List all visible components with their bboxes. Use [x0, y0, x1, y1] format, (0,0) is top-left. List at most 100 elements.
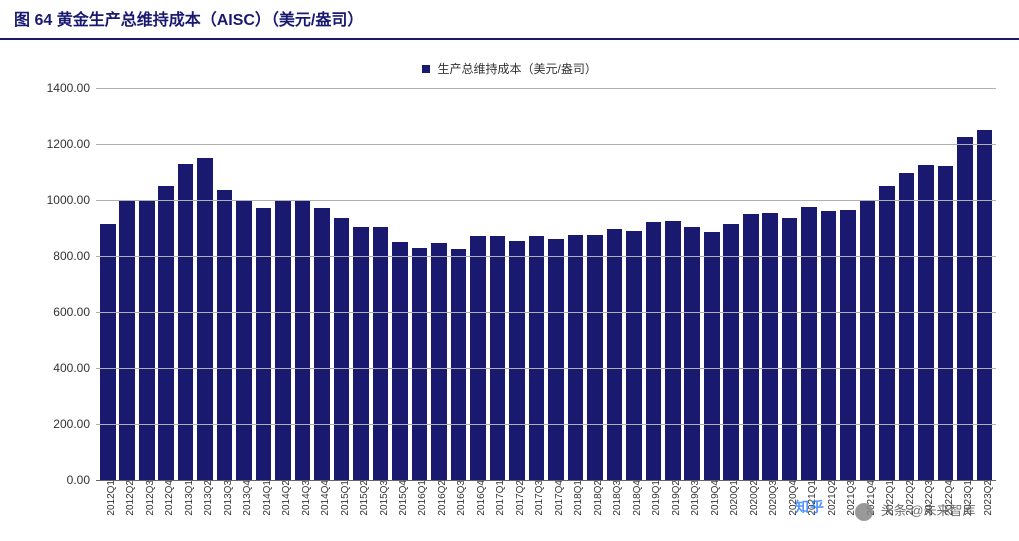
- bar: [256, 208, 272, 480]
- bar-slot: 2016Q4: [468, 88, 487, 480]
- bar: [957, 137, 973, 480]
- bar-slot: 2022Q1: [877, 88, 896, 480]
- bar: [412, 248, 428, 480]
- y-tick-label: 800.00: [53, 249, 96, 263]
- x-tick-label: 2023Q2: [981, 480, 994, 516]
- bar-slot: 2013Q4: [234, 88, 253, 480]
- bar-slot: 2022Q2: [897, 88, 916, 480]
- bar: [178, 164, 194, 480]
- bar: [100, 224, 116, 480]
- bar-slot: 2021Q3: [838, 88, 857, 480]
- bar: [197, 158, 213, 480]
- x-tick-label: 2016Q1: [415, 480, 428, 516]
- bar-slot: 2013Q3: [215, 88, 234, 480]
- bar: [860, 200, 876, 480]
- bar: [977, 130, 993, 480]
- bar-slot: 2013Q1: [176, 88, 195, 480]
- grid-line: [96, 368, 996, 369]
- watermark-handle: @未来智库: [910, 503, 975, 518]
- bar-slot: 2014Q4: [312, 88, 331, 480]
- bar-slot: 2014Q1: [254, 88, 273, 480]
- bar-slot: 2012Q1: [98, 88, 117, 480]
- y-tick-label: 200.00: [53, 417, 96, 431]
- bar-slot: 2015Q3: [371, 88, 390, 480]
- bar-slot: 2014Q3: [293, 88, 312, 480]
- bar: [607, 229, 623, 480]
- x-tick-label: 2020Q2: [747, 480, 760, 516]
- x-tick-label: 2017Q4: [552, 480, 565, 516]
- bar: [879, 186, 895, 480]
- x-tick-label: 2015Q4: [396, 480, 409, 516]
- bar: [431, 243, 447, 480]
- x-tick-label: 2017Q2: [513, 480, 526, 516]
- bar: [801, 207, 817, 480]
- bar-slot: 2013Q2: [195, 88, 214, 480]
- bar-slot: 2015Q4: [390, 88, 409, 480]
- bar-slot: 2021Q1: [799, 88, 818, 480]
- bar: [470, 236, 486, 480]
- avatar-icon: [855, 503, 873, 521]
- bar-slot: 2015Q1: [332, 88, 351, 480]
- x-tick-label: 2013Q3: [221, 480, 234, 516]
- x-tick-label: 2012Q2: [123, 480, 136, 516]
- bar-slot: 2012Q4: [156, 88, 175, 480]
- bar-slot: 2016Q2: [429, 88, 448, 480]
- x-tick-label: 2020Q3: [766, 480, 779, 516]
- chart-title: 图 64 黄金生产总维持成本（AISC）（美元/盎司）: [0, 0, 1019, 40]
- bar: [275, 201, 291, 480]
- x-tick-label: 2018Q2: [591, 480, 604, 516]
- bar-slot: 2022Q4: [936, 88, 955, 480]
- bar: [665, 221, 681, 480]
- bar-slot: 2017Q2: [507, 88, 526, 480]
- bar-slot: 2022Q3: [916, 88, 935, 480]
- x-tick-label: 2019Q1: [649, 480, 662, 516]
- grid-line: [96, 200, 996, 201]
- y-tick-label: 600.00: [53, 305, 96, 319]
- x-tick-label: 2020Q1: [727, 480, 740, 516]
- bar: [626, 231, 642, 480]
- grid-line: [96, 256, 996, 257]
- bar: [548, 239, 564, 480]
- bar: [684, 227, 700, 480]
- bar-slot: 2023Q1: [955, 88, 974, 480]
- bar-slot: 2015Q2: [351, 88, 370, 480]
- y-tick-label: 0.00: [67, 473, 96, 487]
- grid-line: [96, 424, 996, 425]
- x-tick-label: 2021Q2: [825, 480, 838, 516]
- bar-slot: 2018Q3: [605, 88, 624, 480]
- bar: [723, 224, 739, 480]
- x-tick-label: 2018Q1: [571, 480, 584, 516]
- x-tick-label: 2019Q2: [669, 480, 682, 516]
- x-tick-label: 2012Q1: [104, 480, 117, 516]
- bar: [158, 186, 174, 480]
- bar-slot: 2021Q4: [858, 88, 877, 480]
- bars-container: 2012Q12012Q22012Q32012Q42013Q12013Q22013…: [96, 88, 996, 480]
- bar: [840, 210, 856, 480]
- zhihu-watermark: 知乎: [795, 497, 825, 517]
- x-tick-label: 2018Q4: [630, 480, 643, 516]
- bar-slot: 2012Q2: [117, 88, 136, 480]
- bar: [938, 166, 954, 480]
- x-tick-label: 2016Q2: [435, 480, 448, 516]
- bar: [743, 214, 759, 480]
- bar-slot: 2023Q2: [975, 88, 994, 480]
- x-tick-label: 2013Q2: [201, 480, 214, 516]
- bar: [490, 236, 506, 480]
- x-tick-label: 2014Q4: [318, 480, 331, 516]
- bar-slot: 2016Q1: [410, 88, 429, 480]
- grid-line: [96, 480, 996, 481]
- bar-slot: 2020Q3: [760, 88, 779, 480]
- x-tick-label: 2014Q1: [260, 480, 273, 516]
- bar: [314, 208, 330, 480]
- bar: [295, 201, 311, 480]
- bar-slot: 2020Q1: [722, 88, 741, 480]
- x-tick-label: 2016Q3: [454, 480, 467, 516]
- bar: [392, 242, 408, 480]
- bar-slot: 2019Q2: [663, 88, 682, 480]
- bar: [509, 241, 525, 480]
- bar: [529, 236, 545, 480]
- x-tick-label: 2017Q1: [493, 480, 506, 516]
- bar: [353, 227, 369, 480]
- bar-slot: 2016Q3: [449, 88, 468, 480]
- legend-swatch: [422, 65, 430, 73]
